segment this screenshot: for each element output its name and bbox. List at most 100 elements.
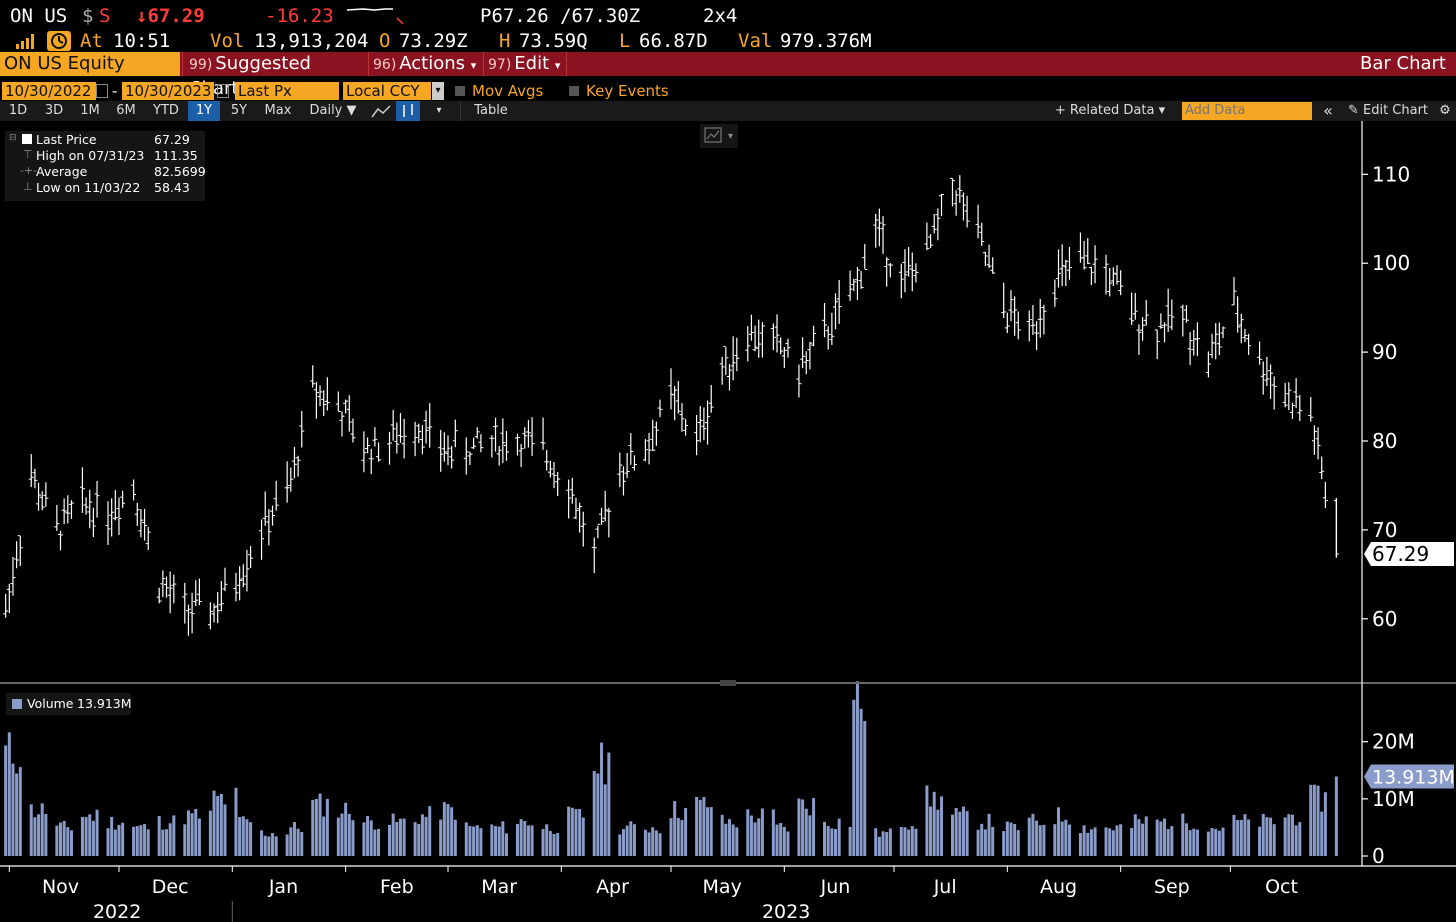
calendar-icon[interactable] [217,84,229,98]
price-bar [1034,321,1040,351]
price-bar [1154,329,1160,360]
price-bar [324,377,330,411]
price-bar [291,447,297,479]
range-ytd-button[interactable]: YTD [153,103,179,118]
table-button[interactable]: Table [460,101,521,121]
calendar-icon[interactable] [96,84,108,98]
volume-bar [877,836,881,856]
panel-resize-handle[interactable] [720,680,736,686]
volume-bar [289,827,293,856]
price-bar [445,435,451,466]
range-1d-button[interactable]: 1D [8,103,28,118]
volume-bar [552,833,556,856]
volume-bar [643,829,647,856]
volume-bar [1111,830,1115,856]
chevron-down-icon[interactable]: ▾ [436,105,442,116]
volume-legend: Volume 13.913M [6,693,132,715]
mov-avgs-label[interactable]: Mov Avgs [472,82,544,100]
chevron-down-icon[interactable]: ▾ [432,82,444,100]
price-bar [14,541,20,569]
collapse-legend-icon[interactable]: ⊟ [9,133,17,143]
volume-bar [958,811,962,856]
price-bar [1194,322,1200,357]
mov-avgs-checkbox[interactable] [455,86,465,96]
x-month-label: Dec [152,876,189,898]
related-data-button[interactable]: + Related Data ▾ [1054,103,1166,118]
range-max-button[interactable]: Max [264,103,292,118]
price-bar [463,437,469,475]
price-bar [365,437,371,454]
volume-bar [190,813,194,856]
price-bar [94,480,100,518]
volume-bar [903,827,907,856]
price-bar [822,302,828,338]
range-1y-button[interactable]: 1Y [188,101,220,121]
currency-select[interactable]: Local CCY [343,82,431,100]
volume-bar [439,819,443,856]
volume-bar [1159,821,1163,856]
price-chart: 60 70 80 90 100 110 67.29 0 10M 20M 13.913M Nov Dec J… [0,121,1456,922]
chart-style-toggle[interactable]: ▾ [700,124,738,148]
x-year-label: 2023 [762,901,810,922]
price-bar [650,419,656,452]
start-date-input[interactable]: 10/30/2022 [2,82,96,100]
volume-bar [834,828,838,856]
price-bar [653,421,659,446]
suggested-charts-menu[interactable]: 99) Suggested Charts [182,52,369,99]
price-bar [244,549,250,592]
volume-bar [442,802,446,856]
field-select[interactable]: Last Px [235,82,339,100]
end-date-input[interactable]: 10/30/2023 [122,82,214,100]
volume-bar [950,814,954,856]
gear-icon[interactable]: ⚙ [1439,103,1451,118]
volume-bar [647,832,651,856]
range-3d-button[interactable]: 3D [44,103,64,118]
price-bar [833,293,839,330]
price-bar [1143,299,1149,326]
line-chart-icon[interactable] [370,103,392,119]
volume-bar [899,827,903,856]
volume-bar [837,818,841,856]
volume-bar [490,824,494,856]
key-events-label[interactable]: Key Events [586,82,669,100]
price-bar [401,418,407,459]
low-value: 66.87D [639,30,708,52]
volume-bar [698,799,702,856]
price-bar [529,417,535,456]
range-1m-button[interactable]: 1M [80,103,100,118]
range-6m-button[interactable]: 6M [116,103,136,118]
period-select[interactable]: Daily ▼ [309,103,357,118]
x-month-label: Feb [380,876,414,898]
key-events-checkbox[interactable] [569,86,579,96]
price-bar [1268,364,1274,399]
price-bar [1293,378,1299,409]
clock-icon[interactable] [46,30,72,52]
edit-menu[interactable]: 97) Edit ▾ [483,52,567,76]
price-bar [116,497,122,536]
edit-chart-button[interactable]: ✎ Edit Chart [1347,103,1429,118]
add-data-input[interactable] [1182,102,1312,118]
volume-bar [515,823,519,856]
actions-menu[interactable]: 96) Actions ▾ [368,52,483,76]
volume-bar [121,822,125,856]
volume-bar [852,699,856,856]
price-bar [1052,279,1058,307]
volume-bar [1323,792,1327,856]
price-bar [270,505,276,526]
volume-bar [1130,828,1134,856]
price-bar [503,431,509,461]
volume-bar [1031,813,1035,856]
volume-bar [519,819,523,856]
price-bar [1140,317,1146,341]
add-data-box[interactable] [1182,102,1312,120]
price-bar [1041,304,1047,335]
price-bar [854,266,860,301]
security-box[interactable]: ON US Equity [0,52,180,76]
bar-chart-icon[interactable] [396,101,420,121]
price-bar [694,415,700,456]
range-5y-button[interactable]: 5Y [230,103,248,118]
volume-bar [724,823,728,856]
collapse-button[interactable]: « [1323,101,1333,120]
date-dash: - [112,82,118,100]
price-bar [1191,329,1197,356]
